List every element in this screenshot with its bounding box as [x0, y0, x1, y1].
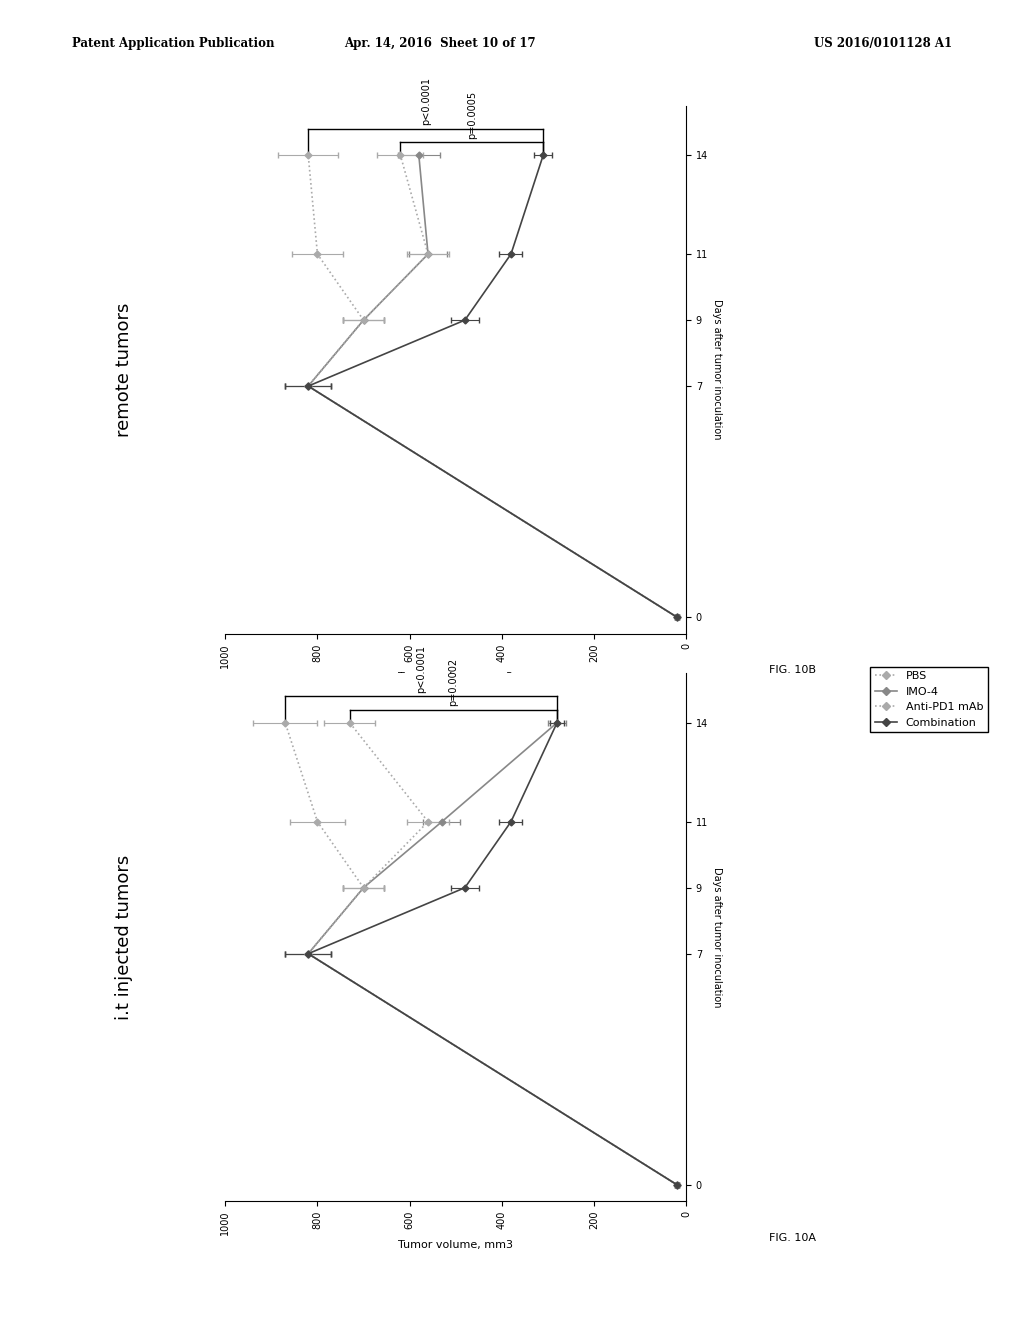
Text: p=0.0002: p=0.0002 [449, 659, 459, 706]
Text: remote tumors: remote tumors [115, 302, 133, 437]
Text: p<0.0001: p<0.0001 [416, 645, 426, 693]
Text: FIG. 10B: FIG. 10B [769, 665, 816, 676]
Legend: PBS, IMO-4, Anti-PD1 mAb, Combination: PBS, IMO-4, Anti-PD1 mAb, Combination [870, 667, 988, 733]
Text: p=0.0005: p=0.0005 [467, 91, 477, 139]
Text: Apr. 14, 2016  Sheet 10 of 17: Apr. 14, 2016 Sheet 10 of 17 [344, 37, 537, 50]
Text: US 2016/0101128 A1: US 2016/0101128 A1 [814, 37, 952, 50]
Y-axis label: Days after tumor inoculation: Days after tumor inoculation [713, 300, 722, 440]
Text: i.t injected tumors: i.t injected tumors [115, 854, 133, 1020]
Text: Patent Application Publication: Patent Application Publication [72, 37, 274, 50]
X-axis label: Tumor volume, mm3: Tumor volume, mm3 [398, 1239, 513, 1250]
X-axis label: Tumor volume, mm3: Tumor volume, mm3 [398, 672, 513, 682]
Text: p<0.0001: p<0.0001 [421, 78, 431, 125]
Text: FIG. 10A: FIG. 10A [769, 1233, 816, 1243]
Y-axis label: Days after tumor inoculation: Days after tumor inoculation [713, 867, 722, 1007]
